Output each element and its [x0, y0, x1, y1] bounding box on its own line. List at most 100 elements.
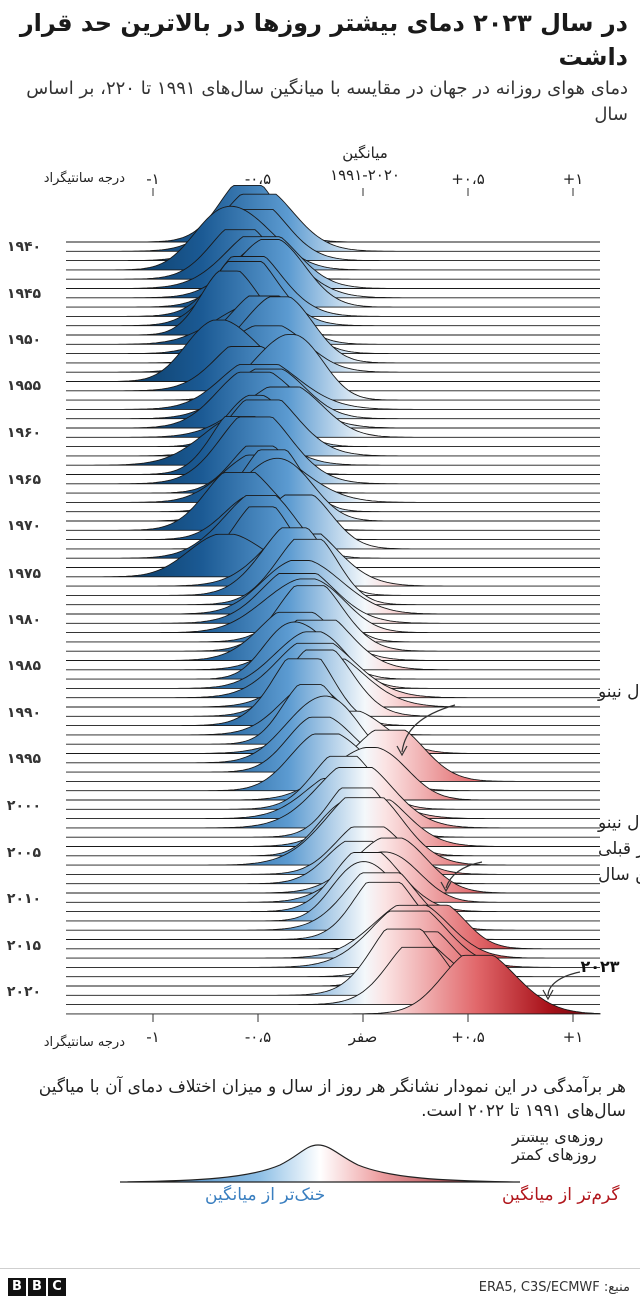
bottom-tick-plus-half: +۰،۵	[451, 1028, 485, 1046]
chart-explanation: هر برآمدگی در این نمودار نشانگر هر روز ا…	[38, 1077, 626, 1121]
top-unit-label: درجه سانتیگراد	[44, 170, 125, 186]
year-label: ۱۹۹۵	[7, 751, 42, 767]
legend-more-days: روزهای بیشتر	[511, 1135, 603, 1147]
legend-bell-curve	[119, 1144, 521, 1183]
year-label-group: ۱۹۴۰ ۱۹۴۵ ۱۹۵۰ ۱۹۵۵ ۱۹۶۰ ۱۹۶۵ ۱۹۷۰ ۱۹۷۵ …	[7, 239, 42, 1000]
bottom-tick-marks	[152, 1014, 574, 1022]
ridge-year-1941	[66, 193, 600, 252]
ridge-year-1942	[66, 208, 600, 262]
ridge-year-1969	[66, 449, 600, 513]
year-label: ۲۰۰۰	[7, 798, 41, 814]
ridge-year-1944	[66, 229, 600, 280]
top-tick-minus-half: -۰،۵	[245, 170, 271, 188]
year-label: ۱۹۷۰	[7, 518, 41, 534]
annotation-2016-line3: گرم‌ترین سال	[598, 864, 640, 885]
top-tick-minus-1: -۱	[146, 170, 159, 188]
annotation-1998-text: ۱۹۹۸ - وقوع ال نینو	[597, 682, 640, 702]
top-average-label: میانگین	[342, 144, 388, 162]
bottom-tick-plus-1: +۱	[563, 1028, 584, 1046]
ridge-year-1963	[66, 399, 600, 457]
annotation-2023-arrowhead	[542, 989, 554, 1001]
ridge-year-2014	[66, 872, 600, 931]
ridge-year-2012	[66, 852, 600, 913]
legend-fewer-days: روزهای کمتر	[511, 1145, 597, 1165]
ridge-year-1980	[66, 560, 600, 615]
ridge-year-1962	[66, 394, 600, 448]
annotation-1998-arrow	[401, 704, 456, 753]
annotation-2016-arrow	[445, 861, 483, 889]
ridge-year-1957	[66, 334, 600, 401]
ridge-year-1973	[66, 494, 600, 550]
annotation-2016-line1: ۲۰۱۶ وقوع ال نینو	[597, 813, 640, 833]
ridge-year-1950	[66, 270, 600, 336]
ridge-year-1984	[66, 585, 600, 652]
ridge-year-1961	[66, 386, 600, 438]
ridge-year-1943	[66, 205, 600, 271]
ridgeline-chart: میانگین ۱۹۹۱-۲۰۲۰ درجه سانتیگراد -۱ -۰،۵…	[7, 144, 640, 1050]
ridge-year-1968	[66, 454, 600, 503]
top-average-period: ۱۹۹۱-۲۰۲۰	[330, 166, 400, 184]
ridge-year-1965	[66, 416, 600, 475]
annotation-2016-line2: و رکوردار قبلی	[598, 839, 640, 859]
year-label: ۱۹۸۵	[7, 658, 42, 674]
ridge-year-1992	[66, 658, 600, 727]
annotation-1998-arrowhead	[396, 745, 408, 757]
legend-cooler-label: خنک‌تر از میانگین	[205, 1184, 325, 1205]
ridge-year-2016	[66, 904, 600, 950]
bbc-logo-letter: B	[8, 1278, 26, 1296]
ridge-year-2017	[66, 904, 600, 959]
chart-subtitle: دمای هوای روزانه در جهان در مقایسه با می…	[26, 78, 628, 125]
annotation-2016-arrowhead	[440, 881, 452, 893]
bbc-logo-letter: C	[48, 1278, 66, 1296]
year-label: ۲۰۲۰	[7, 984, 41, 1000]
year-label: ۱۹۹۰	[7, 705, 41, 721]
annotation-2023-text: ۲۰۲۳	[580, 957, 619, 976]
footer-divider	[0, 1268, 640, 1269]
annotation-2023: ۲۰۲۳	[542, 957, 620, 1001]
footer: B B C منبع: ERA5, C3S/ECMWF	[0, 1268, 640, 1303]
bottom-unit-label: درجه سانتیگراد	[44, 1034, 125, 1050]
annotation-2016: ۲۰۱۶ وقوع ال نینو و رکوردار قبلی گرم‌تری…	[440, 813, 640, 893]
top-tick-plus-1: +۱	[563, 170, 584, 188]
year-label: ۱۹۷۵	[7, 566, 42, 582]
ridge-year-1970	[66, 457, 600, 522]
legend-warmer-label: گرم‌تر از میانگین	[502, 1184, 620, 1205]
bbc-logo: B B C	[8, 1278, 66, 1296]
bottom-tick-zero: صفر	[348, 1028, 378, 1046]
year-label: ۱۹۵۵	[7, 378, 42, 394]
ridge-year-2009	[66, 840, 600, 885]
year-label: ۲۰۰۵	[7, 845, 42, 861]
bottom-tick-minus-1: -۱	[146, 1028, 159, 1046]
ridge-year-2015	[66, 881, 600, 940]
bottom-tick-minus-half: -۰،۵	[245, 1028, 271, 1046]
ridge-year-1958	[66, 363, 600, 410]
ridge-year-1953	[66, 296, 600, 364]
ridge-year-1979	[66, 538, 600, 606]
year-label: ۲۰۱۵	[7, 938, 42, 954]
ridge-year-2023	[66, 954, 601, 1015]
ridge-year-1952	[66, 295, 600, 355]
ridge-year-1954	[66, 325, 600, 373]
chart-title: در سال ۲۰۲۳ دمای بیشتر روزها در بالاترین…	[19, 9, 628, 71]
year-label: ۱۹۶۵	[7, 472, 42, 488]
ridge-year-2018	[66, 910, 600, 968]
ridge-year-1966	[66, 416, 600, 485]
top-tick-marks	[152, 188, 574, 196]
annotation-2023-arrow	[547, 971, 581, 997]
year-label: ۱۹۸۰	[7, 612, 41, 628]
top-tick-plus-half: +۰،۵	[451, 170, 485, 188]
ridge-year-1945	[66, 236, 600, 289]
ridge-year-1959	[66, 368, 600, 420]
ridge-year-1947	[66, 239, 600, 308]
ridge-series-group	[66, 184, 601, 1015]
year-label: ۱۹۴۵	[7, 286, 42, 302]
year-label: ۲۰۱۰	[7, 891, 41, 907]
source-credit: منبع: ERA5, C3S/ECMWF	[478, 1280, 630, 1295]
ridge-year-2013	[66, 861, 600, 922]
year-label: ۱۹۴۰	[7, 239, 41, 255]
legend: روزهای بیشتر روزهای کمتر خنک‌تر از میانگ…	[119, 1135, 620, 1205]
ridge-year-1940	[66, 184, 600, 243]
ridge-year-2007	[66, 797, 600, 866]
annotation-1998: ۱۹۹۸ - وقوع ال نینو	[396, 682, 640, 757]
ridge-year-1946	[66, 250, 600, 299]
